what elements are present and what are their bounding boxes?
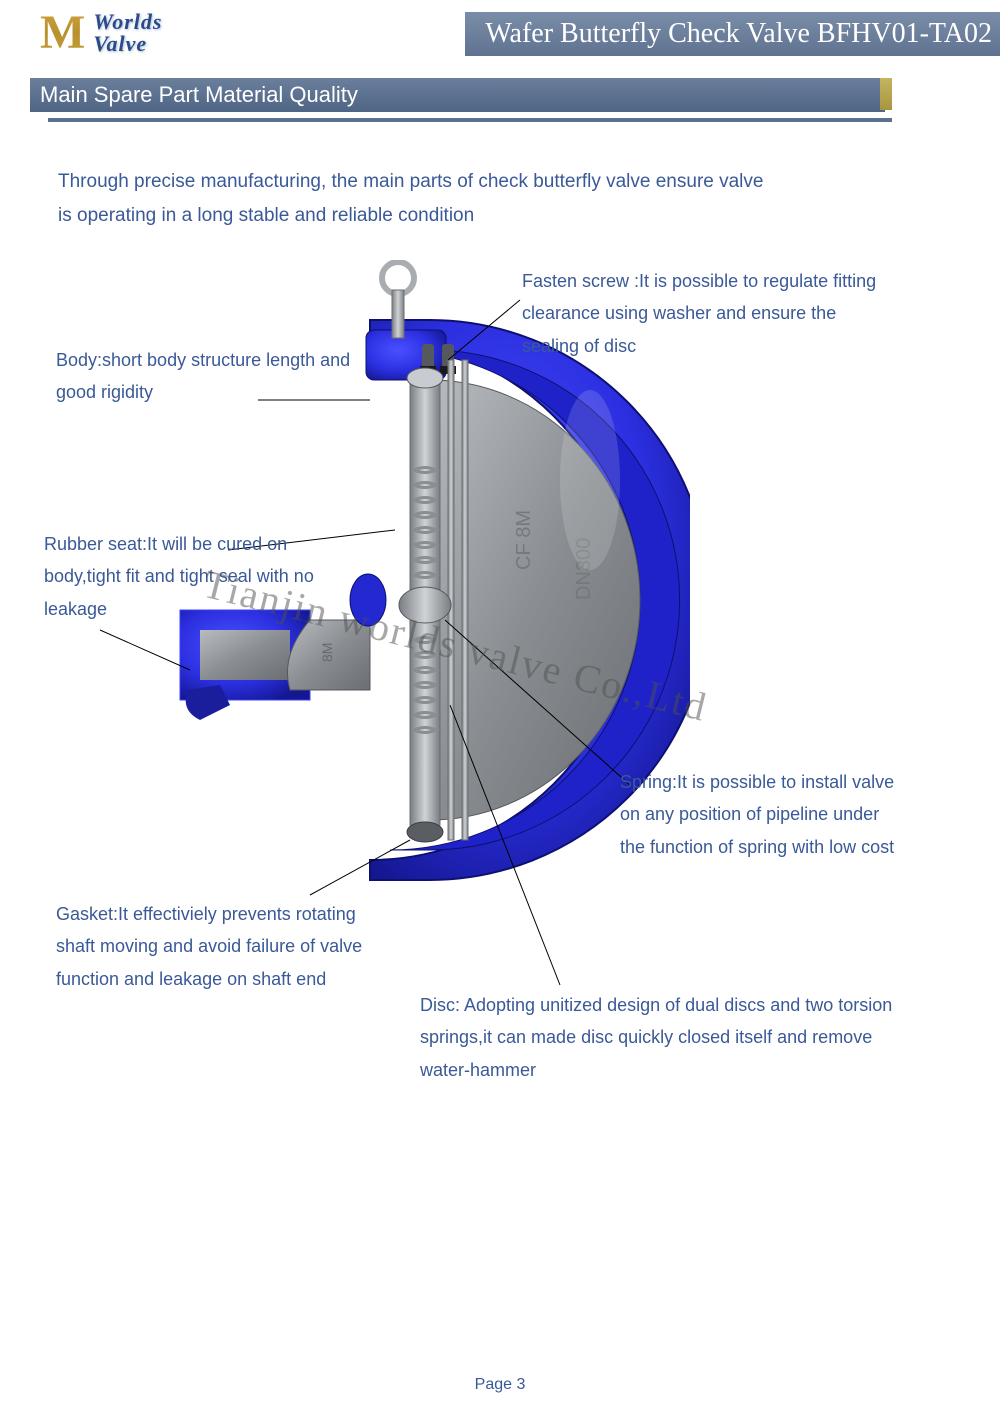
section-accent — [880, 78, 892, 110]
underline-rule — [48, 118, 892, 122]
intro-line2: is operating in a long stable and reliab… — [58, 199, 763, 233]
callout-spring: Spring:It is possible to install valve o… — [620, 766, 900, 863]
page-title: Wafer Butterfly Check Valve BFHV01-TA02 — [465, 12, 1000, 56]
page-number: Page 3 — [0, 1376, 1000, 1394]
section-heading: Main Spare Part Material Quality — [30, 78, 885, 112]
header: M Worlds Valve Wafer Butterfly Check Val… — [0, 0, 1000, 60]
logo-line1: Worlds — [93, 11, 162, 33]
logo-text: Worlds Valve — [93, 11, 162, 55]
callout-gasket: Gasket:It effectiviely prevents rotating… — [56, 898, 386, 995]
svg-text:CF 8M: CF 8M — [513, 510, 535, 570]
logo-mark: M — [40, 5, 85, 60]
callout-seat: Rubber seat:It will be cured on body,tig… — [44, 528, 364, 625]
callout-disc: Disc: Adopting unitized design of dual d… — [420, 989, 920, 1086]
svg-text:8M: 8M — [319, 643, 335, 662]
intro-line1: Through precise manufacturing, the main … — [58, 165, 763, 199]
callout-body: Body:short body structure length and goo… — [56, 344, 376, 409]
logo: M Worlds Valve — [40, 5, 162, 60]
logo-line2: Valve — [93, 33, 162, 55]
intro-text: Through precise manufacturing, the main … — [58, 165, 763, 233]
callout-screw: Fasten screw :It is possible to regulate… — [522, 265, 892, 362]
